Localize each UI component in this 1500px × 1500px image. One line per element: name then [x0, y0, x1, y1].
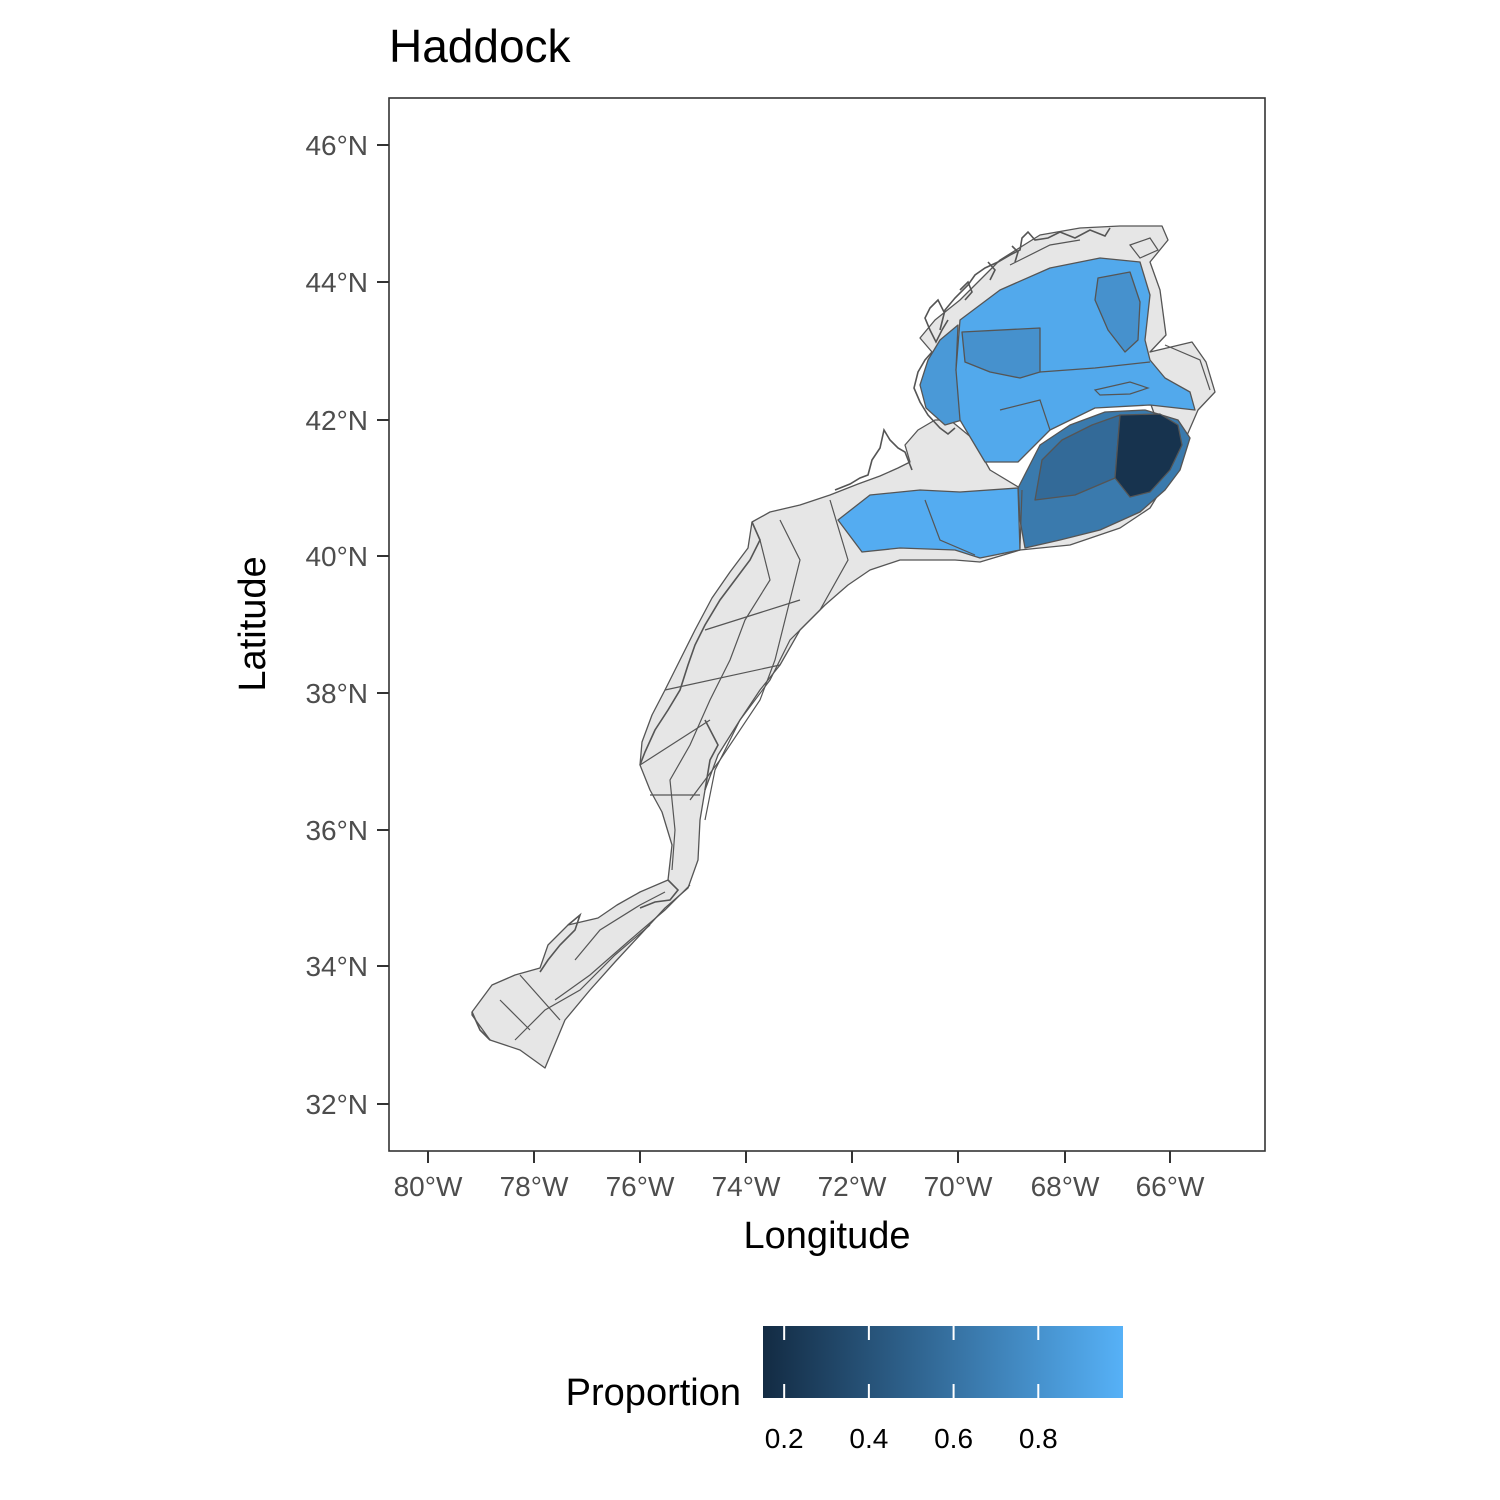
x-tick-label: 80°W	[394, 1171, 463, 1202]
x-tick-label: 66°W	[1136, 1171, 1205, 1202]
legend: Proportion 0.2 0.4 0.6 0.8	[566, 1326, 1123, 1454]
y-tick: 36°N	[305, 815, 389, 846]
depth-contours	[499, 237, 1211, 1041]
x-tick-label: 74°W	[712, 1171, 781, 1202]
y-tick: 32°N	[305, 1089, 389, 1120]
chart-title: Haddock	[389, 20, 572, 72]
y-tick: 46°N	[305, 130, 389, 161]
legend-ticks: 0.2 0.4 0.6 0.8	[765, 1326, 1058, 1454]
stratum-georges-bank-northeast	[1114, 413, 1183, 498]
legend-tick-label: 0.4	[849, 1423, 888, 1454]
stratum-southern-new-england	[837, 487, 1021, 559]
stratum-gulf-of-maine-east	[961, 271, 1141, 379]
x-tick-label: 68°W	[1031, 1171, 1100, 1202]
legend-tick-label: 0.6	[934, 1423, 973, 1454]
x-tick-label: 72°W	[818, 1171, 887, 1202]
survey-strata-map	[471, 225, 1216, 1069]
y-tick: 34°N	[305, 951, 389, 982]
y-tick-label: 32°N	[305, 1089, 368, 1120]
y-tick: 44°N	[305, 267, 389, 298]
y-tick-label: 40°N	[305, 541, 368, 572]
coastline	[471, 227, 1111, 1041]
y-tick-label: 34°N	[305, 951, 368, 982]
y-tick-label: 44°N	[305, 267, 368, 298]
legend-tick-label: 0.8	[1019, 1423, 1058, 1454]
y-axis: 32°N 34°N 36°N 38°N 40°N 42°N 44°N 46°N	[305, 130, 389, 1120]
x-tick: 74°W	[712, 1151, 781, 1202]
y-tick-label: 38°N	[305, 678, 368, 709]
legend-title: Proportion	[566, 1372, 741, 1414]
y-tick: 40°N	[305, 541, 389, 572]
x-tick: 66°W	[1136, 1151, 1205, 1202]
x-axis: 80°W 78°W 76°W 74°W 72°W 70°W 68°W 66°W	[394, 1151, 1205, 1202]
y-tick-label: 46°N	[305, 130, 368, 161]
x-tick-label: 76°W	[606, 1171, 675, 1202]
x-tick: 68°W	[1031, 1151, 1100, 1202]
y-tick-label: 36°N	[305, 815, 368, 846]
x-tick: 80°W	[394, 1151, 463, 1202]
x-axis-title: Longitude	[744, 1215, 911, 1257]
stratum-georges-bank-central	[1034, 414, 1121, 501]
x-tick: 76°W	[606, 1151, 675, 1202]
legend-colorbar	[763, 1326, 1123, 1398]
y-tick: 38°N	[305, 678, 389, 709]
x-tick: 78°W	[500, 1151, 569, 1202]
x-tick: 70°W	[924, 1151, 993, 1202]
x-tick-label: 78°W	[500, 1171, 569, 1202]
x-tick-label: 70°W	[924, 1171, 993, 1202]
y-tick: 42°N	[305, 405, 389, 436]
y-axis-title: Latitude	[232, 556, 274, 691]
y-tick-label: 42°N	[305, 405, 368, 436]
legend-tick-label: 0.2	[765, 1423, 804, 1454]
x-tick: 72°W	[818, 1151, 887, 1202]
